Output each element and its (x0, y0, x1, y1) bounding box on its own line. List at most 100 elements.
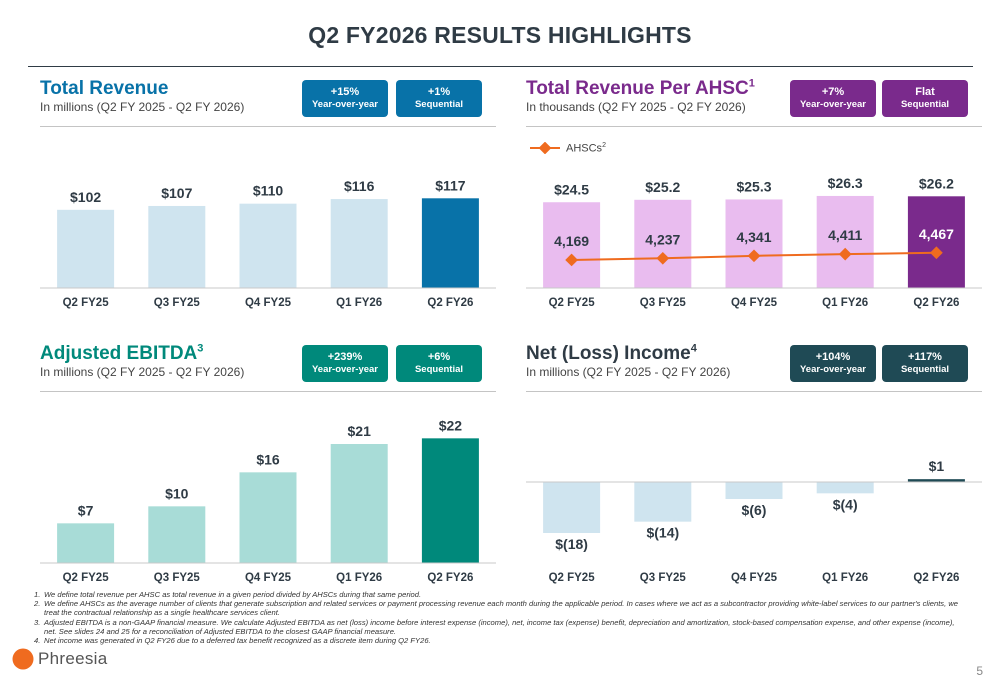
ebitda-category-label: Q2 FY25 (63, 572, 110, 584)
footnote-3: 3. Adjusted EBITDA is a non-GAAP financia… (34, 617, 955, 636)
ahsc-chart: $24.5 Q2 FY25 $25.2 Q3 FY25 $25.3 Q4 FY25 $26.… (526, 175, 982, 309)
title-divider (28, 66, 973, 67)
net-bar (907, 479, 965, 482)
net-panel: Net (Loss) Income4 In millions (Q2 FY 20… (526, 343, 982, 588)
revenue-title: Total Revenue (40, 78, 169, 99)
revenue-category-label: Q2 FY25 (63, 297, 110, 309)
ebitda-bar (421, 438, 479, 563)
ahsc-category-label: Q2 FY25 (549, 297, 596, 309)
revenue-data-label: $116 (344, 178, 375, 194)
ebitda-bar (239, 472, 297, 563)
ahsc-category-label: Q3 FY25 (640, 297, 687, 309)
ebitda-data-label: $16 (256, 451, 280, 467)
ebitda-title: Adjusted EBITDA3 (40, 342, 204, 364)
ahsc-bar (907, 196, 965, 288)
revenue-data-label: $102 (70, 189, 101, 205)
ahsc-data-label: $26.3 (828, 175, 863, 191)
ebitda-panel: Adjusted EBITDA3 In millions (Q2 FY 2025… (40, 343, 496, 588)
ahsc-bar (634, 199, 692, 288)
ebitda-bar (57, 523, 115, 563)
ahsc-title: Total Revenue Per AHSC1 (526, 77, 755, 99)
legend-line-diamond-icon (530, 142, 560, 155)
net-category-label: Q2 FY26 (913, 572, 959, 584)
revenue-data-label: $107 (161, 185, 192, 201)
ahsc-bar (816, 195, 874, 288)
ebitda-bar (330, 444, 388, 563)
revenue-chart: $102 Q2 FY25 $107 Q3 FY25 $110 Q4 FY25 $116 Q1 … (40, 177, 496, 309)
ahsc-series-point (565, 253, 578, 267)
ebitda-chart: $7 Q2 FY25 $10 Q3 FY25 $16 Q4 FY25 $21 Q1 FY26 $… (40, 417, 496, 584)
net-bar (816, 482, 874, 494)
net-chart: $(18) Q2 FY25 $(14) Q3 FY25 $(6) Q4 FY25 $(4) Q… (526, 458, 982, 584)
logo-circle-icon (12, 648, 34, 670)
ahsc-data-label: $24.5 (554, 181, 589, 197)
net-data-label: $(18) (555, 536, 588, 552)
ebitda-category-label: Q4 FY25 (245, 572, 292, 584)
revenue-bar (421, 198, 479, 288)
net-category-label: Q3 FY25 (640, 572, 687, 584)
revenue-bar (148, 205, 206, 288)
ahsc-bar (543, 202, 601, 288)
net-bar (543, 482, 601, 533)
net-rule (526, 391, 982, 392)
revenue-bar (57, 209, 115, 288)
net-title: Net (Loss) Income4 (526, 342, 697, 364)
net-category-label: Q4 FY25 (731, 572, 778, 584)
logo-wordmark: Phreesia (38, 649, 108, 668)
ebitda-bar (148, 506, 206, 563)
net-data-label: $(6) (742, 502, 767, 518)
revenue-category-label: Q1 FY26 (336, 297, 382, 309)
ahsc-data-label: $26.2 (919, 175, 954, 191)
footnote-2: 2. We define AHSCs as the average number … (34, 599, 959, 618)
net-category-label: Q1 FY26 (822, 572, 868, 584)
ahsc-category-label: Q1 FY26 (822, 297, 868, 309)
footnote-4: 4. Net income was generated in Q2 FY26 du… (34, 636, 431, 646)
net-data-label: $1 (929, 458, 945, 474)
net-bar (634, 482, 692, 522)
page-number: 5 (976, 664, 983, 678)
footnote-1: 1. We define total revenue per AHSC as to… (34, 590, 422, 599)
ebitda-data-label: $22 (439, 417, 463, 433)
net-category-label: Q2 FY25 (549, 572, 596, 584)
net-data-label: $(14) (646, 525, 679, 541)
revenue-category-label: Q2 FY26 (427, 297, 473, 309)
ahsc-series-label: 4,411 (828, 227, 862, 243)
net-subtitle: In millions (Q2 FY 2025 - Q2 FY 2026) (526, 365, 731, 379)
footnotes: 1. We define total revenue per AHSC as to… (34, 590, 964, 645)
ahsc-series-label: 4,237 (645, 231, 680, 247)
revenue-category-label: Q4 FY25 (245, 297, 292, 309)
revenue-category-label: Q3 FY25 (154, 297, 201, 309)
company-logo: Phreesia (12, 648, 108, 670)
ahsc-bar (725, 199, 783, 288)
revenue-bar (239, 203, 297, 288)
ahsc-series-point (930, 246, 943, 260)
ahsc-data-label: $25.2 (645, 179, 680, 195)
ahsc-category-label: Q4 FY25 (731, 297, 778, 309)
ebitda-category-label: Q1 FY26 (336, 572, 382, 584)
revenue-data-label: $110 (253, 183, 284, 199)
ebitda-yoy-badge: +239% Year-over-year (302, 345, 388, 382)
ebitda-data-label: $21 (348, 423, 372, 439)
ahsc-subtitle: In thousands (Q2 FY 2025 - Q2 FY 2026) (526, 100, 746, 114)
revenue-bar (330, 199, 388, 288)
ebitda-category-label: Q3 FY25 (154, 572, 201, 584)
ahsc-series-label: 4,467 (919, 226, 954, 242)
revenue-panel: Total Revenue In millions (Q2 FY 2025 - … (40, 78, 496, 310)
ahsc-yoy-badge: +7% Year-over-year (790, 80, 876, 117)
ebitda-subtitle: In millions (Q2 FY 2025 - Q2 FY 2026) (40, 365, 245, 379)
revenue-data-label: $117 (435, 177, 466, 193)
revenue-sequential-badge: +1% Sequential (396, 80, 482, 117)
revenue-subtitle: In millions (Q2 FY 2025 - Q2 FY 2026) (40, 100, 245, 114)
revenue-rule (40, 126, 496, 127)
ahsc-series-label: 4,169 (554, 233, 589, 249)
ebitda-sequential-badge: +6% Sequential (396, 345, 482, 382)
ebitda-data-label: $7 (78, 502, 94, 518)
ahsc-panel: Total Revenue Per AHSC1 In thousands (Q2… (526, 78, 982, 310)
ahsc-data-label: $25.3 (736, 178, 771, 194)
net-bar (725, 482, 783, 499)
ahsc-series-label: 4,341 (736, 229, 771, 245)
ebitda-category-label: Q2 FY26 (427, 572, 473, 584)
ahsc-rule (526, 126, 982, 127)
revenue-yoy-badge: +15% Year-over-year (302, 80, 388, 117)
page-title: Q2 FY2026 RESULTS HIGHLIGHTS (308, 22, 692, 48)
